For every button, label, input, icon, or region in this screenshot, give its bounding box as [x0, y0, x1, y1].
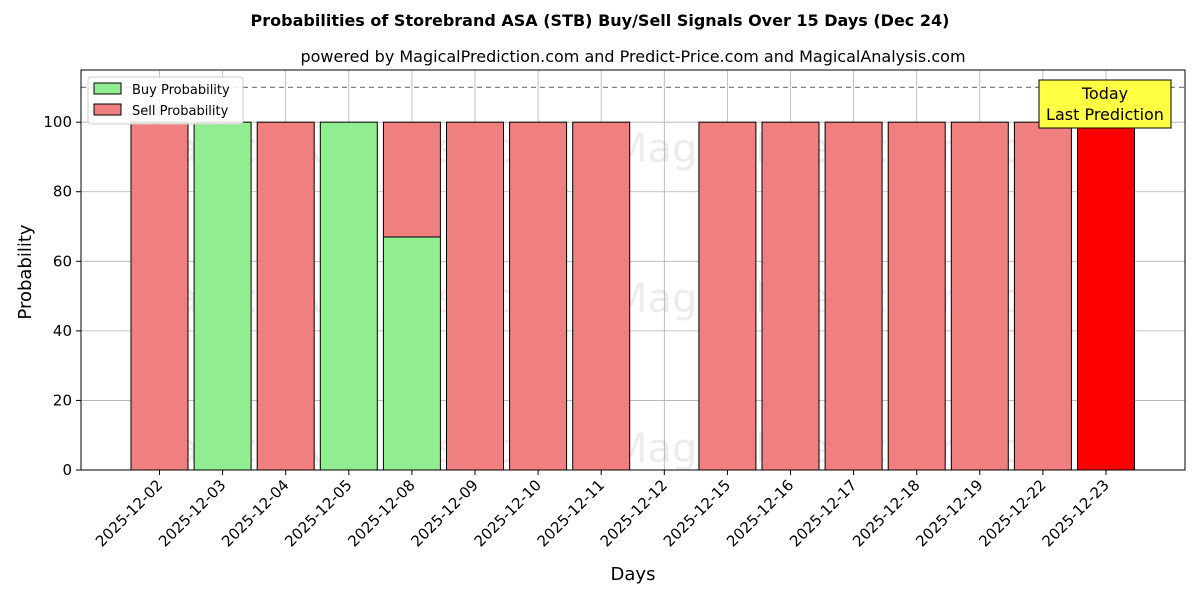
- x-axis-ticks: 2025-12-022025-12-032025-12-042025-12-05…: [92, 470, 1113, 550]
- x-tick-label: 2025-12-18: [849, 476, 923, 550]
- bars: [130, 121, 1135, 471]
- annotation-box: [1038, 79, 1172, 129]
- x-tick-label: 2025-12-09: [407, 476, 481, 550]
- bar-buy-2025-12-03: [193, 121, 252, 471]
- bar-sell-2025-12-11: [572, 121, 631, 471]
- y-axis-ticks: 0 20 40 60 80 100: [43, 113, 81, 479]
- x-tick-label: 2025-12-04: [218, 476, 292, 550]
- legend-swatch-buy: [93, 82, 122, 95]
- y-tick-label: 40: [53, 322, 72, 340]
- bar-sell-2025-12-04: [256, 121, 315, 471]
- bar-sell-2025-12-10: [509, 121, 568, 471]
- plot-frame: [80, 69, 1186, 471]
- y-tick-label: 80: [53, 183, 72, 201]
- y-axis-label: Probability: [15, 224, 36, 319]
- bar-sell-2025-12-17: [824, 121, 883, 471]
- bar-sell-2025-12-19: [950, 121, 1009, 471]
- x-axis-label: Days: [611, 564, 656, 585]
- x-tick-label: 2025-12-15: [660, 476, 734, 550]
- x-tick-label: 2025-12-08: [344, 476, 418, 550]
- bar-sell-2025-12-08: [382, 121, 441, 238]
- legend-label-buy: Buy Probability: [132, 83, 230, 98]
- x-tick-label: 2025-12-05: [281, 476, 355, 550]
- bar-sell-2025-12-16: [761, 121, 820, 471]
- y-tick-label: 0: [62, 461, 72, 479]
- chart-subtitle: powered by MagicalPrediction.com and Pre…: [300, 47, 965, 66]
- y-tick-label: 20: [53, 391, 72, 409]
- legend-swatch-sell: [93, 103, 122, 116]
- annotation-line-today: Today: [1081, 84, 1128, 103]
- legend-label-sell: Sell Probability: [132, 104, 229, 119]
- annotation-line-last-prediction: Last Prediction: [1046, 105, 1164, 124]
- bar-sell-2025-12-09: [446, 121, 504, 471]
- bar-buy-2025-12-05: [319, 121, 378, 471]
- bar-sell-2025-12-18: [887, 121, 946, 471]
- x-tick-label: 2025-12-23: [1038, 476, 1112, 550]
- bar-sell-2025-12-22: [1013, 121, 1072, 471]
- chart-title: Probabilities of Storebrand ASA (STB) Bu…: [251, 11, 950, 30]
- bar-sell-2025-12-02: [130, 121, 189, 471]
- x-tick-label: 2025-12-22: [975, 476, 1049, 550]
- x-tick-label: 2025-12-11: [534, 476, 608, 550]
- x-tick-label: 2025-12-19: [912, 476, 986, 550]
- legend-box: [87, 76, 244, 125]
- y-tick-label: 60: [53, 252, 72, 270]
- x-tick-label: 2025-12-16: [723, 476, 797, 550]
- x-tick-label: 2025-12-12: [597, 476, 671, 550]
- bar-sell-2025-12-15: [698, 121, 757, 471]
- x-tick-label: 2025-12-03: [155, 476, 229, 550]
- x-tick-label: 2025-12-17: [786, 476, 860, 550]
- y-tick-label: 100: [43, 113, 72, 131]
- bar-sell-2025-12-23: [1077, 121, 1135, 471]
- x-tick-label: 2025-12-10: [471, 476, 545, 550]
- x-tick-label: 2025-12-02: [92, 476, 166, 550]
- today-annotation: Today Last Prediction: [1038, 79, 1172, 129]
- bar-buy-2025-12-08: [382, 236, 441, 471]
- legend: Buy Probability Sell Probability: [87, 76, 244, 125]
